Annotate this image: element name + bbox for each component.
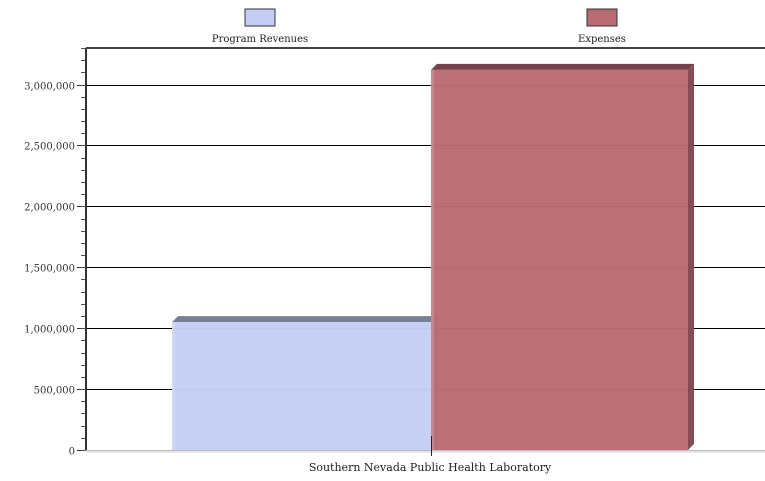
- bars: [172, 63, 694, 450]
- y-tick-label-6: 3,000,000: [24, 82, 75, 93]
- bar-highlight: [172, 322, 175, 450]
- bar-top: [172, 316, 437, 323]
- legend-swatch-2: [586, 8, 618, 27]
- y-tick-label-0: 0: [69, 447, 75, 458]
- bar-side: [688, 63, 694, 450]
- y-tick-label-5: 2,500,000: [24, 142, 75, 153]
- bar-highlight: [431, 69, 434, 450]
- y-tick-label-3: 1,500,000: [24, 264, 75, 275]
- x-axis: Southern Nevada Public Health Laboratory: [86, 436, 765, 474]
- x-category-label: Southern Nevada Public Health Laboratory: [309, 461, 552, 474]
- y-tick-label-2: 1,000,000: [24, 325, 75, 336]
- y-tick-label-4: 2,000,000: [24, 203, 75, 214]
- legend-swatch-1: [244, 8, 276, 27]
- y-axis: 0 500,000 1,000,000 1,500,000 2,000,000 2,500…: [24, 47, 765, 458]
- legend-label-1: Program Revenues: [212, 34, 308, 45]
- y-tick-label-1: 500,000: [34, 386, 75, 397]
- legend-label-2: Expenses: [578, 34, 626, 45]
- bar-program-revenues: [172, 316, 437, 450]
- bar-expenses: [431, 63, 694, 450]
- bar-front: [431, 69, 688, 450]
- bar-front: [172, 322, 431, 450]
- plot-floor: [86, 450, 765, 453]
- chart-legend: Program Revenues Expenses: [212, 8, 626, 45]
- bar-top: [431, 63, 694, 70]
